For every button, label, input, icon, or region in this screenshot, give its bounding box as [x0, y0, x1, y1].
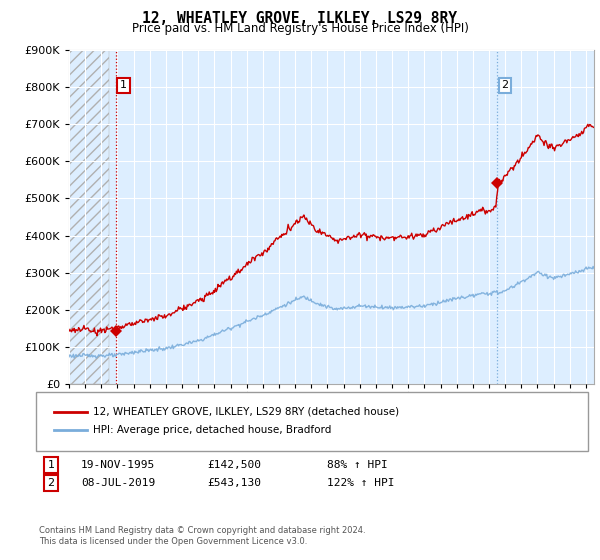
Text: £142,500: £142,500: [207, 460, 261, 470]
Text: 12, WHEATLEY GROVE, ILKLEY, LS29 8RY: 12, WHEATLEY GROVE, ILKLEY, LS29 8RY: [143, 11, 458, 26]
Text: Contains HM Land Registry data © Crown copyright and database right 2024.
This d: Contains HM Land Registry data © Crown c…: [39, 526, 365, 546]
Text: HPI: Average price, detached house, Bradford: HPI: Average price, detached house, Brad…: [93, 424, 331, 435]
Text: 88% ↑ HPI: 88% ↑ HPI: [327, 460, 388, 470]
Text: 08-JUL-2019: 08-JUL-2019: [81, 478, 155, 488]
Text: 12, WHEATLEY GROVE, ILKLEY, LS29 8RY (detached house): 12, WHEATLEY GROVE, ILKLEY, LS29 8RY (de…: [93, 407, 399, 417]
Text: 2: 2: [47, 478, 55, 488]
Text: £543,130: £543,130: [207, 478, 261, 488]
Text: 19-NOV-1995: 19-NOV-1995: [81, 460, 155, 470]
Text: Price paid vs. HM Land Registry's House Price Index (HPI): Price paid vs. HM Land Registry's House …: [131, 22, 469, 35]
Text: 2: 2: [502, 81, 509, 90]
Text: 1: 1: [47, 460, 55, 470]
Text: 122% ↑ HPI: 122% ↑ HPI: [327, 478, 395, 488]
Text: 1: 1: [120, 81, 127, 90]
